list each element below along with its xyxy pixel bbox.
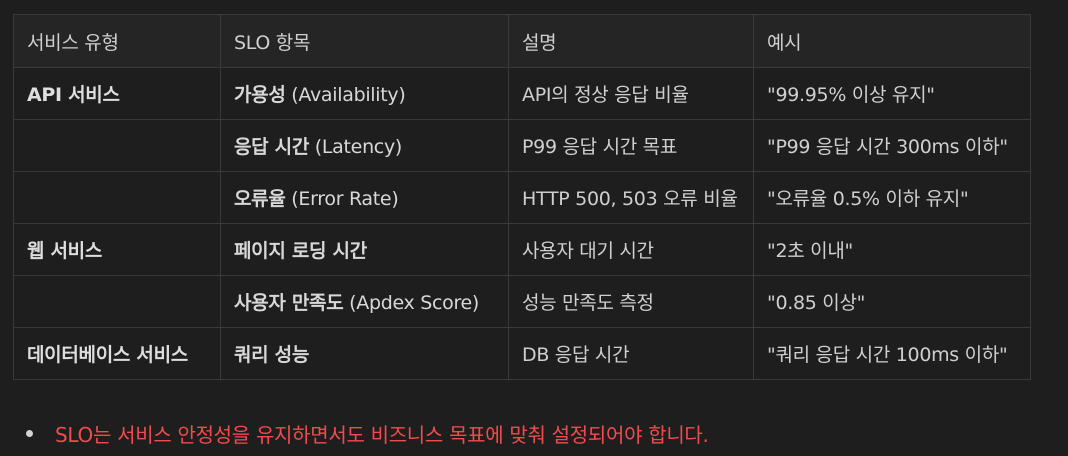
table-row: 사용자 만족도 (Apdex Score) 성능 만족도 측정 "0.85 이상… [13,275,1031,328]
description-cell: DB 응답 시간 [508,327,754,380]
service-cell [13,119,221,172]
service-cell: API 서비스 [13,67,221,120]
slo-item-cell: 사용자 만족도 (Apdex Score) [220,275,509,328]
description-cell: 성능 만족도 측정 [508,275,754,328]
slo-item-cell: 오류율 (Error Rate) [220,171,509,224]
slo-item-name: 오류율 [234,188,286,210]
slo-item-cell: 응답 시간 (Latency) [220,119,509,172]
slo-item-name: 사용자 만족도 [234,292,344,314]
bullet-icon [26,430,33,437]
slo-item-name: 쿼리 성능 [234,344,310,366]
description-cell: 사용자 대기 시간 [508,223,754,276]
header-service-type: 서비스 유형 [13,14,221,68]
slo-item-cell: 페이지 로딩 시간 [220,223,509,276]
table-row: 응답 시간 (Latency) P99 응답 시간 목표 "P99 응답 시간 … [13,119,1031,172]
note-text: SLO는 서비스 안정성을 유지하면서도 비즈니스 목표에 맞춰 설정되어야 합… [55,423,709,447]
header-example: 예시 [753,14,1031,68]
slo-item-cell: 가용성 (Availability) [220,67,509,120]
service-cell [13,275,221,328]
example-cell: "쿼리 응답 시간 100ms 이하" [753,327,1031,380]
slo-item-english: (Error Rate) [285,188,399,210]
header-slo-item: SLO 항목 [220,14,509,68]
description-cell: API의 정상 응답 비율 [508,67,754,120]
service-cell: 데이터베이스 서비스 [13,327,221,380]
table-row: API 서비스 가용성 (Availability) API의 정상 응답 비율… [13,67,1031,120]
slo-item-name: 페이지 로딩 시간 [234,240,367,262]
table-header-row: 서비스 유형 SLO 항목 설명 예시 [13,14,1031,68]
service-cell [13,171,221,224]
service-cell: 웹 서비스 [13,223,221,276]
slo-item-english: (Latency) [309,136,403,158]
example-cell: "0.85 이상" [753,275,1031,328]
slo-item-english: (Apdex Score) [343,292,480,314]
example-cell: "99.95% 이상 유지" [753,67,1031,120]
slo-item-cell: 쿼리 성능 [220,327,509,380]
header-description: 설명 [508,14,754,68]
note-list-item: SLO는 서비스 안정성을 유지하면서도 비즈니스 목표에 맞춰 설정되어야 합… [26,419,709,448]
example-cell: "P99 응답 시간 300ms 이하" [753,119,1031,172]
example-cell: "2초 이내" [753,223,1031,276]
table-row: 웹 서비스 페이지 로딩 시간 사용자 대기 시간 "2초 이내" [13,223,1031,276]
table-row: 오류율 (Error Rate) HTTP 500, 503 오류 비율 "오류… [13,171,1031,224]
slo-item-name: 응답 시간 [234,136,310,158]
example-cell: "오류율 0.5% 이하 유지" [753,171,1031,224]
description-cell: HTTP 500, 503 오류 비율 [508,171,754,224]
slo-table: 서비스 유형 SLO 항목 설명 예시 API 서비스 가용성 (Availab… [13,14,1031,380]
slo-item-name: 가용성 [234,84,286,106]
slo-item-english: (Availability) [285,84,406,106]
description-cell: P99 응답 시간 목표 [508,119,754,172]
table-row: 데이터베이스 서비스 쿼리 성능 DB 응답 시간 "쿼리 응답 시간 100m… [13,327,1031,380]
